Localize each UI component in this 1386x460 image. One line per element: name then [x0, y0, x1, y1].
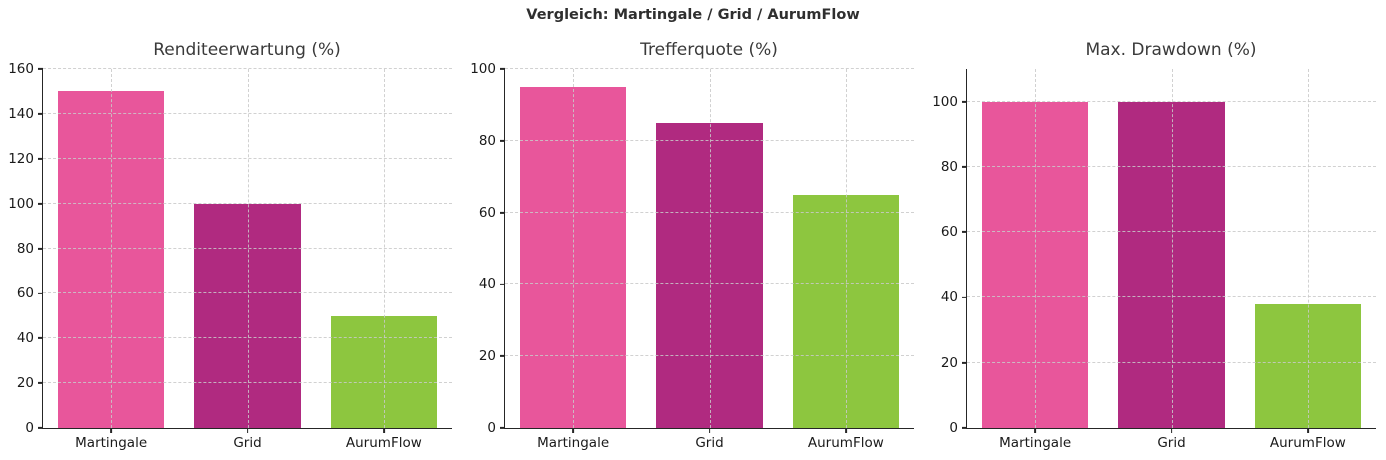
y-tick-mark [500, 139, 505, 142]
y-tick-mark [962, 296, 967, 299]
y-tick-mark [38, 112, 43, 115]
x-tick-mark [1170, 428, 1173, 433]
plot-area: 0 20 40 60 80 100 Martingale Grid AurumFlow [470, 61, 914, 451]
y-tick-label: 100 [470, 61, 496, 77]
y-tick-label: 20 [16, 375, 34, 392]
bar-martingale [981, 101, 1089, 428]
subplot-max-drawdown: Max. Drawdown (%) 0 20 40 60 80 100 Martingale… [924, 38, 1386, 460]
x-tick-mark [1034, 428, 1037, 433]
x-tick-label: Grid [695, 435, 724, 451]
y-tick-mark [500, 68, 505, 70]
x-tick-mark [708, 428, 711, 433]
y-tick-label: 100 [8, 195, 34, 212]
y-tick-label: 40 [16, 330, 34, 347]
y-tick-mark [38, 427, 43, 429]
y-tick-label: 160 [8, 61, 34, 77]
y-tick-label: 0 [25, 420, 34, 436]
x-tick-label: Grid [1157, 435, 1186, 451]
x-tick-label: Grid [233, 435, 262, 451]
x-tick-label: AurumFlow [807, 435, 884, 451]
y-tick-label: 140 [8, 105, 34, 122]
y-tick-label: 100 [932, 93, 958, 110]
y-tick-mark [38, 382, 43, 385]
y-tick-mark [962, 231, 967, 234]
gridline-vertical [573, 69, 575, 428]
bar-martingale [57, 91, 165, 428]
x-tick-mark [572, 428, 575, 433]
gridline-vertical [383, 69, 385, 428]
y-tick-label: 40 [940, 289, 958, 306]
bar-grid [194, 203, 301, 428]
y-tick-mark [500, 283, 505, 286]
gridline-vertical [1307, 69, 1309, 428]
x-tick-label: Martingale [75, 435, 148, 451]
figure-title: Vergleich: Martingale / Grid / AurumFlow [526, 7, 860, 23]
y-tick-label: 80 [16, 240, 34, 257]
y-tick-mark [38, 337, 43, 340]
y-tick-mark [962, 427, 967, 429]
y-tick-label: 20 [940, 354, 958, 371]
y-tick-label: 60 [940, 224, 958, 241]
subplots-row: Renditeerwartung (%) 0 20 40 60 80 100 120 140 1… [0, 38, 1386, 460]
bar-aurumflow [330, 315, 437, 428]
y-tick-mark [38, 68, 43, 70]
y-tick-mark [500, 355, 505, 358]
y-tick-label: 0 [487, 420, 496, 436]
x-tick-mark [1306, 428, 1309, 433]
bar-grid [1118, 101, 1225, 428]
y-tick-mark [962, 166, 967, 168]
y-tick-label: 0 [949, 420, 958, 436]
y-tick-label: 20 [478, 348, 496, 365]
y-tick-label: 40 [478, 276, 496, 293]
subplot-title: Max. Drawdown (%) [1085, 40, 1257, 60]
y-tick-mark [500, 211, 505, 214]
plot-area: 0 20 40 60 80 100 120 140 160 Martingale Grid Aurum… [8, 61, 452, 451]
subplot-title: Renditeerwartung (%) [153, 40, 341, 60]
x-tick-mark [246, 428, 249, 433]
subplot-renditeerwartung: Renditeerwartung (%) 0 20 40 60 80 100 120 140 1… [0, 38, 462, 460]
gridline-vertical [845, 69, 847, 428]
bar-aurumflow [792, 194, 899, 428]
y-tick-mark [38, 292, 43, 295]
gridline-horizontal [505, 68, 914, 69]
x-tick-mark [382, 428, 385, 433]
y-tick-mark [500, 427, 505, 429]
y-tick-mark [38, 157, 43, 160]
gridline-vertical [1171, 69, 1173, 428]
x-tick-label: Martingale [537, 435, 610, 451]
y-tick-mark [962, 100, 967, 103]
y-tick-mark [962, 361, 967, 364]
y-tick-label: 80 [478, 132, 496, 149]
gridline-vertical [1035, 69, 1037, 428]
y-tick-label: 60 [478, 204, 496, 221]
subplot-title: Trefferquote (%) [640, 40, 778, 60]
x-tick-label: AurumFlow [1269, 435, 1346, 451]
gridline-horizontal [43, 68, 452, 69]
gridline-vertical [111, 69, 113, 428]
gridline-vertical [247, 69, 249, 428]
y-tick-label: 60 [16, 285, 34, 302]
y-tick-label: 80 [940, 158, 958, 175]
plot-area: 0 20 40 60 80 100 Martingale Grid AurumFlow [932, 69, 1376, 451]
x-tick-mark [110, 428, 113, 433]
bar-martingale [519, 86, 627, 428]
y-tick-mark [38, 247, 43, 250]
bar-grid [656, 122, 763, 428]
y-tick-mark [38, 202, 43, 205]
gridline-vertical [709, 69, 711, 428]
x-tick-mark [844, 428, 847, 433]
subplot-trefferquote: Trefferquote (%) 0 20 40 60 80 100 Martingale G… [462, 38, 924, 460]
x-tick-label: Martingale [999, 435, 1072, 451]
x-tick-label: AurumFlow [345, 435, 422, 451]
bar-aurumflow [1254, 303, 1361, 428]
y-tick-label: 120 [8, 150, 34, 167]
